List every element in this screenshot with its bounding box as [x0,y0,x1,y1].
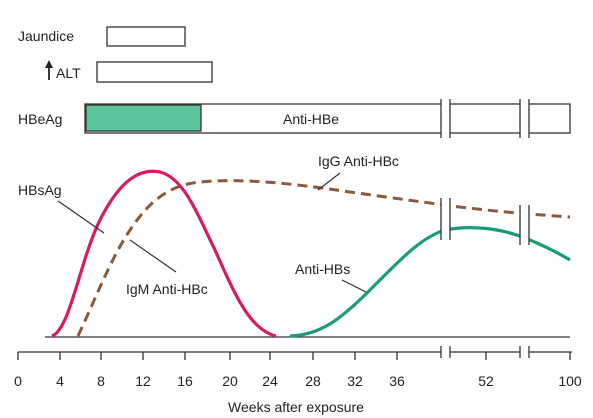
x-tick-label: 8 [97,373,105,389]
igg-anti-hbc-label: IgG Anti-HBc [318,153,399,169]
anti-hbe-label: Anti-HBe [283,111,339,127]
hbsag-curve [51,169,277,338]
alt-label: ALT [56,65,81,81]
igm-anti-hbc-leader [129,239,177,273]
x-tick-label: 24 [262,373,278,389]
x-tick-label: 4 [56,373,64,389]
hbsag-leader [57,200,105,234]
x-tick-label: 36 [389,373,405,389]
x-axis-ticks: 0 4 8 12 16 20 24 28 32 36 52 100 [14,352,582,389]
x-axis-label: Weeks after exposure [228,399,364,415]
igg-anti-hbc-leader [317,172,341,191]
axis-break-1 [440,346,451,358]
x-tick-label: 32 [347,373,363,389]
x-tick-label: 28 [305,373,321,389]
x-tick-label: 100 [558,373,582,389]
jaundice-label: Jaundice [18,28,74,44]
curve-break-1 [440,198,451,240]
curve-break-2 [519,205,530,245]
igm-igg-anti-hbc-curve [76,179,571,337]
hbeag-fill [85,104,202,132]
bar-break-1 [440,99,451,138]
x-tick-label: 52 [478,373,494,389]
x-tick-label: 0 [14,373,22,389]
hbeag-label: HBeAg [18,111,62,127]
jaundice-bar [106,26,186,47]
axis-break-2 [519,346,530,358]
bar-break-2 [519,99,530,138]
hbsag-label: HBsAg [18,182,62,198]
x-tick-label: 12 [135,373,151,389]
alt-bar [96,61,213,83]
anti-hbs-leader [341,279,367,293]
alt-up-arrow-icon [45,60,53,80]
igm-anti-hbc-label: IgM Anti-HBc [126,281,208,297]
x-tick-label: 16 [177,373,193,389]
x-tick-label: 20 [222,373,238,389]
anti-hbs-label: Anti-HBs [295,261,350,277]
